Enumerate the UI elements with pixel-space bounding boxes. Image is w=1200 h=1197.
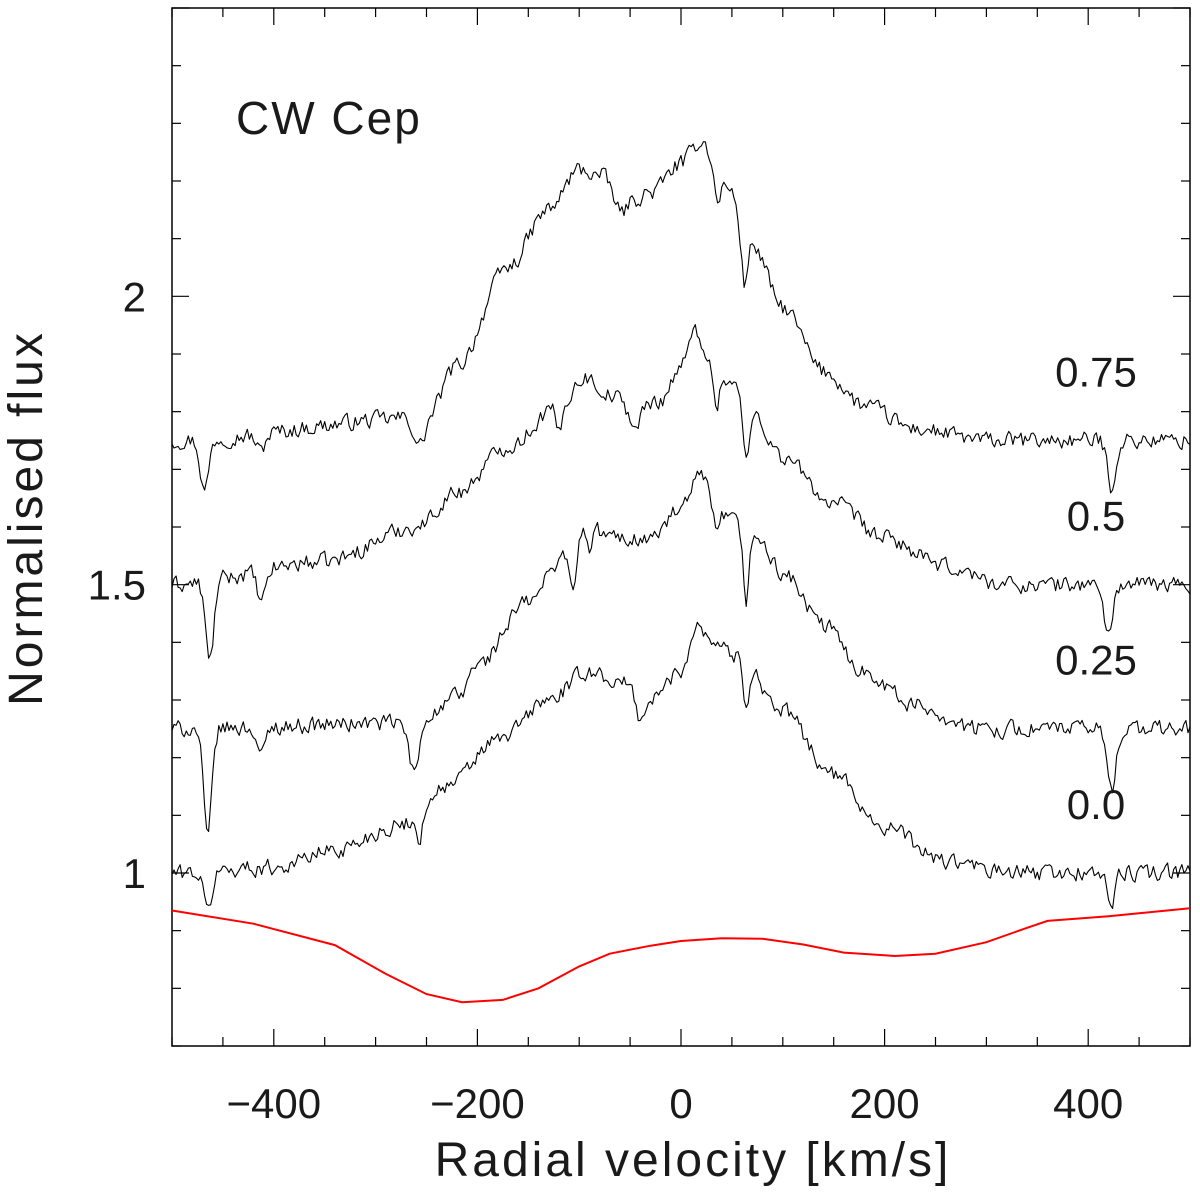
phase-labels: 0.75 0.5 0.25 0.0 [1055, 348, 1137, 828]
phase-label: 0.5 [1067, 492, 1125, 539]
x-axis-title: Radial velocity [km/s] [435, 1134, 952, 1187]
phase-label: 0.25 [1055, 637, 1137, 684]
series-line-model [171, 907, 1191, 1004]
y-axis-title: Normalised flux [0, 330, 53, 706]
tick-labels: −400 −200 0 200 400 1 1.5 2 [88, 273, 1124, 1127]
x-tick-label: 0 [669, 1080, 692, 1127]
series-line-phase-0.0 [171, 621, 1191, 909]
series-line-phase-0.5 [171, 324, 1191, 659]
y-tick-label: 1 [123, 850, 146, 897]
x-tick-label: 400 [1053, 1080, 1123, 1127]
series-line-phase-0.75 [171, 141, 1191, 494]
x-tick-label: −400 [226, 1080, 321, 1127]
phase-label: 0.75 [1055, 348, 1137, 395]
y-tick-label: 1.5 [88, 562, 146, 609]
x-tick-label: 200 [850, 1080, 920, 1127]
y-tick-label: 2 [123, 273, 146, 320]
series-line-phase-0.25 [171, 469, 1191, 832]
x-tick-label: −200 [430, 1080, 525, 1127]
axis-ticks [171, 7, 1191, 1047]
plot-series [171, 141, 1191, 1004]
phase-label: 0.0 [1067, 781, 1125, 828]
plot-frame [171, 7, 1191, 1047]
chart-title: CW Cep [236, 92, 422, 144]
